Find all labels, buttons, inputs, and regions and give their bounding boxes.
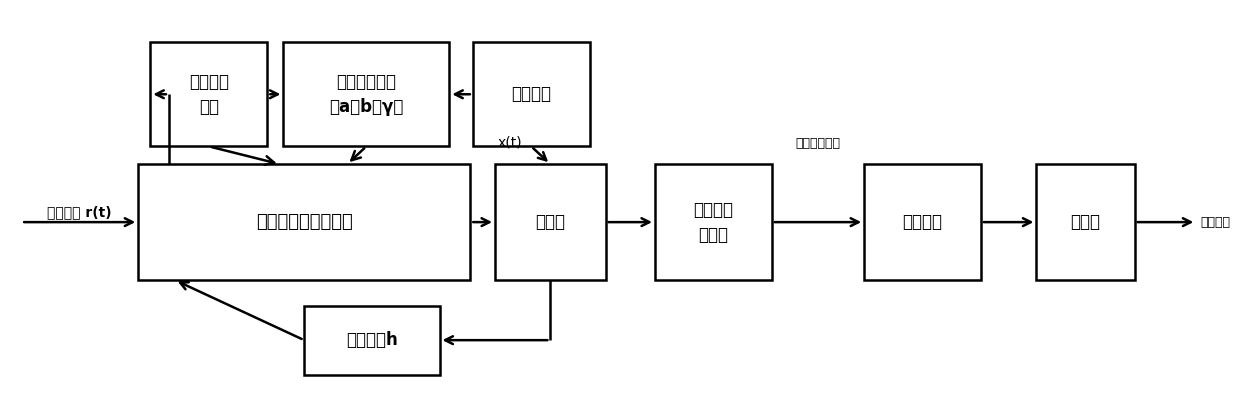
Text: 功率谱: 功率谱 (536, 213, 565, 231)
Bar (864, 164, 981, 280)
Bar (655, 164, 771, 280)
Text: 最大输出
信噪比: 最大输出 信噪比 (693, 201, 733, 244)
Text: 匹配参数设定
（a、b、γ）: 匹配参数设定 （a、b、γ） (329, 73, 403, 116)
Bar (283, 42, 449, 146)
Bar (472, 42, 590, 146)
Text: 检测器: 检测器 (1070, 213, 1101, 231)
Text: 峰度指标: 峰度指标 (903, 213, 942, 231)
Text: 噪声强度
估计: 噪声强度 估计 (188, 73, 229, 116)
Text: 自适应随机共振系统: 自适应随机共振系统 (255, 213, 352, 231)
Bar (138, 164, 470, 280)
Bar (150, 42, 268, 146)
Bar (1037, 164, 1135, 280)
Text: 接收信号 r(t): 接收信号 r(t) (47, 205, 112, 219)
Bar (304, 306, 439, 375)
Text: 找出特征频率: 找出特征频率 (795, 137, 841, 150)
Text: 输出结果: 输出结果 (1200, 215, 1230, 229)
Bar (495, 164, 605, 280)
Text: x(t): x(t) (497, 135, 522, 150)
Text: 时间步长h: 时间步长h (346, 331, 398, 349)
Text: 基频搜索: 基频搜索 (511, 85, 552, 103)
